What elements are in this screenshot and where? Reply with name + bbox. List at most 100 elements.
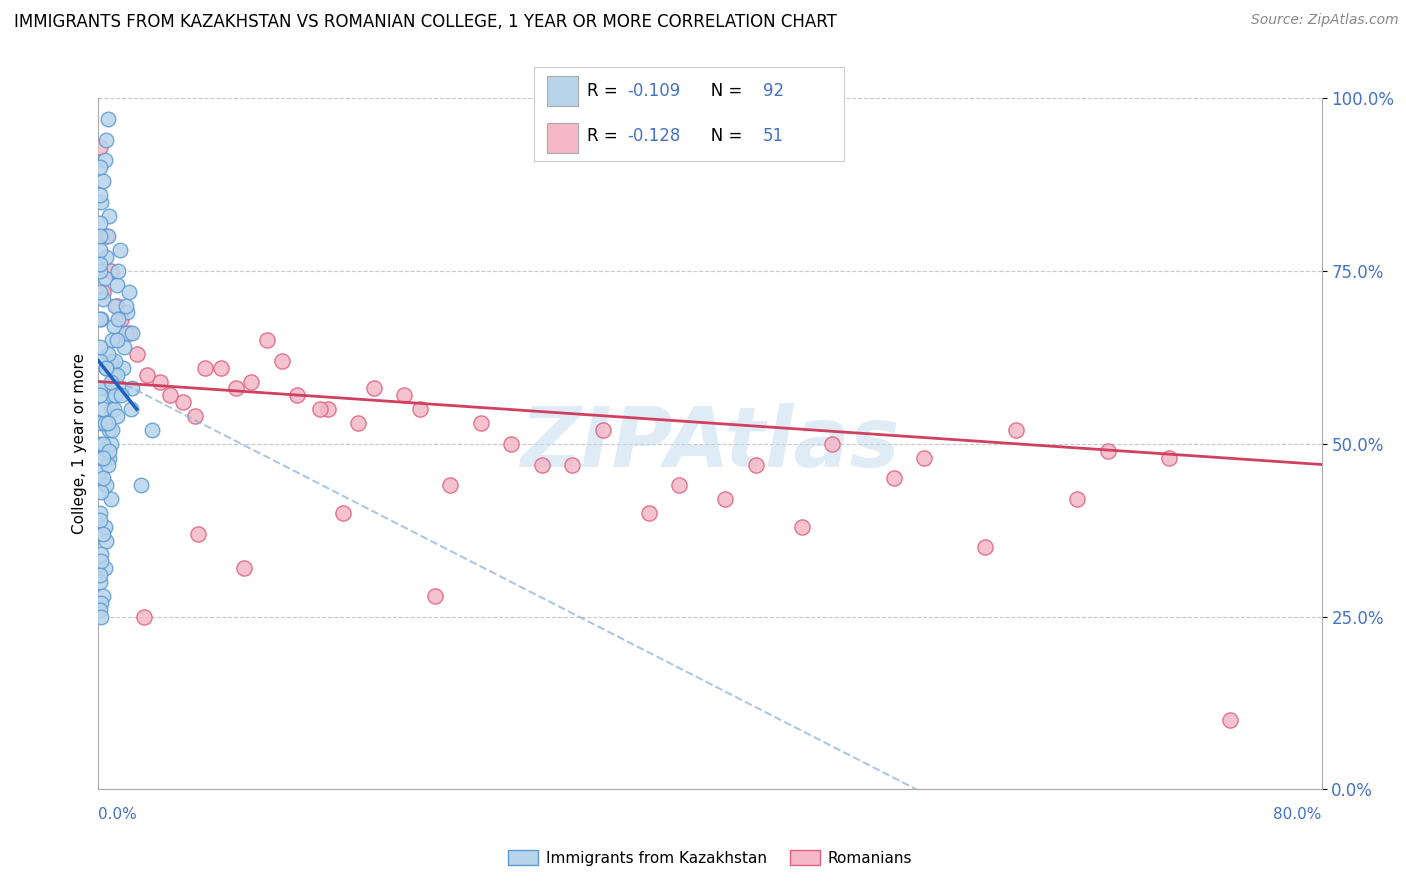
Text: Source: ZipAtlas.com: Source: ZipAtlas.com (1251, 13, 1399, 28)
Point (714, 492, 737, 507)
Point (91, 471, 114, 485)
Point (89, 229, 111, 244)
Point (89, 340, 111, 354)
Point (100, 264, 122, 278)
Point (94, 250, 117, 264)
Point (90, 450, 112, 465)
Point (91, 589, 114, 603)
Point (256, 333, 278, 347)
Point (104, 299, 127, 313)
Point (97, 458, 120, 472)
Point (100, 402, 122, 417)
Text: IMMIGRANTS FROM KAZAKHSTAN VS ROMANIAN COLLEGE, 1 YEAR OR MORE CORRELATION CHART: IMMIGRANTS FROM KAZAKHSTAN VS ROMANIAN C… (14, 13, 837, 31)
Text: 80.0%: 80.0% (1274, 807, 1322, 822)
Point (121, 382, 143, 396)
Point (136, 368, 159, 382)
Point (91, 285, 114, 299)
Point (347, 416, 370, 430)
Point (637, 506, 661, 520)
Point (530, 458, 553, 472)
Point (97, 416, 120, 430)
Point (90, 416, 112, 430)
Point (745, 458, 768, 472)
Point (912, 450, 935, 465)
Point (91, 174, 114, 188)
Point (94, 478, 117, 492)
Point (89, 353, 111, 368)
Text: R =: R = (586, 128, 623, 145)
Point (103, 368, 125, 382)
Point (270, 353, 292, 368)
Point (120, 402, 142, 417)
Point (91, 450, 114, 465)
Point (316, 402, 339, 417)
Point (149, 375, 172, 389)
Text: N =: N = (695, 128, 748, 145)
Point (187, 526, 209, 541)
Point (592, 423, 614, 437)
Point (821, 437, 844, 451)
Point (103, 402, 125, 417)
Point (89, 215, 111, 229)
Point (111, 360, 134, 375)
Point (105, 299, 128, 313)
Point (974, 541, 997, 555)
Point (790, 519, 813, 533)
Text: ZIPAtlas: ZIPAtlas (520, 403, 900, 484)
Point (363, 382, 385, 396)
Point (332, 506, 354, 520)
Point (89, 437, 111, 451)
Text: 92: 92 (763, 82, 785, 100)
Point (121, 326, 143, 341)
Bar (547, 123, 578, 153)
Legend: Immigrants from Kazakhstan, Romanians: Immigrants from Kazakhstan, Romanians (502, 844, 918, 871)
Point (89, 285, 111, 299)
Point (98, 423, 121, 437)
Point (89, 188, 111, 202)
Point (209, 360, 232, 375)
Point (89, 388, 111, 402)
Point (1004, 423, 1026, 437)
Bar (547, 77, 578, 106)
Point (110, 312, 132, 326)
Point (105, 368, 128, 382)
Point (108, 244, 131, 258)
Point (561, 458, 583, 472)
Point (89, 575, 111, 590)
Point (89, 139, 111, 153)
Point (90, 485, 112, 500)
Point (408, 402, 430, 417)
Point (89, 506, 111, 520)
Point (883, 471, 905, 485)
Point (90, 554, 112, 568)
Point (112, 340, 135, 354)
Point (93, 416, 115, 430)
Point (101, 333, 124, 347)
Point (104, 353, 127, 368)
Point (94, 133, 117, 147)
Point (439, 478, 461, 492)
Point (94, 360, 117, 375)
Point (1157, 450, 1180, 465)
Point (93, 271, 115, 285)
Point (91, 526, 114, 541)
Text: 0.0%: 0.0% (98, 807, 138, 822)
Point (1219, 714, 1241, 728)
Point (125, 347, 148, 361)
Point (107, 264, 129, 278)
Point (89, 568, 111, 582)
Point (89, 382, 111, 396)
Point (100, 375, 122, 389)
Point (240, 375, 263, 389)
Y-axis label: College, 1 year or more: College, 1 year or more (72, 353, 87, 534)
Point (89, 513, 111, 527)
Point (105, 333, 128, 347)
Point (93, 153, 115, 168)
Point (100, 492, 122, 507)
Point (194, 360, 217, 375)
Point (141, 423, 163, 437)
Point (225, 382, 247, 396)
Point (159, 388, 181, 402)
Point (90, 596, 112, 610)
Point (501, 437, 523, 451)
